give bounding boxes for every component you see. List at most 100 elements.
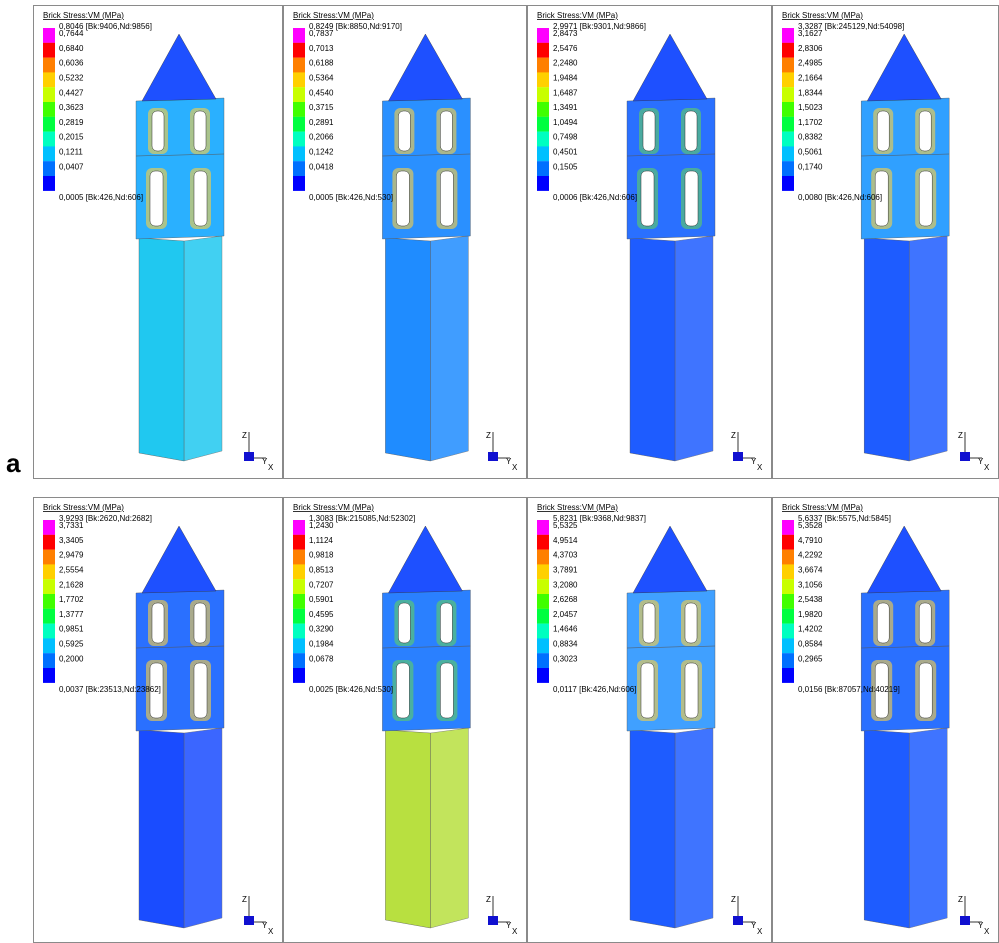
legend-level: 2,5476 xyxy=(553,44,578,53)
color-band xyxy=(43,176,55,191)
legend-level: 0,2000 xyxy=(59,654,84,663)
legend-level: 0,3715 xyxy=(309,103,334,112)
color-band xyxy=(537,624,549,639)
legend-title: Brick Stress:VM (MPa) xyxy=(782,11,863,20)
color-band xyxy=(782,117,794,132)
legend-level: 0,0418 xyxy=(309,162,334,171)
legend-title: Brick Stress:VM (MPa) xyxy=(43,503,124,512)
legend-min: 0,0025 [Bk:426,Nd:530] xyxy=(309,685,393,694)
color-band xyxy=(782,28,794,43)
legend-level: 1,1702 xyxy=(798,118,823,127)
legend-level: 0,7207 xyxy=(309,580,334,589)
legend-level: 0,2965 xyxy=(798,654,823,663)
legend-level: 0,6036 xyxy=(59,59,84,68)
color-band xyxy=(293,161,305,176)
opening xyxy=(877,111,889,151)
legend-level: 0,3290 xyxy=(309,625,334,634)
legend-level: 0,7644 xyxy=(59,29,84,38)
triad-cube xyxy=(244,916,254,925)
legend-level: 1,0494 xyxy=(553,118,578,127)
legend-level: 5,3528 xyxy=(798,521,823,530)
opening xyxy=(919,663,932,718)
opening xyxy=(641,663,654,718)
legend-level: 0,8834 xyxy=(553,640,578,649)
triad-cube xyxy=(733,452,743,461)
legend-level: 3,1627 xyxy=(798,29,823,38)
spire xyxy=(142,526,216,593)
triad-cube xyxy=(733,916,743,925)
legend-level: 1,2430 xyxy=(309,521,334,530)
color-band xyxy=(293,638,305,653)
color-band xyxy=(293,87,305,102)
legend-level: 0,2015 xyxy=(59,133,84,142)
legend-level: 0,2066 xyxy=(309,133,334,142)
legend-level: 0,9818 xyxy=(309,551,334,560)
color-band xyxy=(43,535,55,550)
color-band xyxy=(537,668,549,683)
legend-level: 0,8382 xyxy=(798,133,823,142)
opening xyxy=(643,603,655,643)
color-band xyxy=(537,579,549,594)
color-band xyxy=(293,43,305,58)
tower-shaft-front xyxy=(385,238,430,461)
legend-level: 4,2292 xyxy=(798,551,823,560)
legend-level: 4,9514 xyxy=(553,536,578,545)
opening xyxy=(685,663,698,718)
legend-level: 1,5023 xyxy=(798,103,823,112)
color-band xyxy=(782,564,794,579)
color-band xyxy=(537,564,549,579)
opening xyxy=(396,171,409,226)
legend-level: 0,8584 xyxy=(798,640,823,649)
legend-title: Brick Stress:VM (MPa) xyxy=(293,503,374,512)
legend-level: 3,3405 xyxy=(59,536,84,545)
legend-level: 0,1242 xyxy=(309,148,334,157)
legend-title: Brick Stress:VM (MPa) xyxy=(782,503,863,512)
legend-min: 0,0006 [Bk:426,Nd:606] xyxy=(553,193,637,202)
color-band xyxy=(782,535,794,550)
legend-level: 0,1505 xyxy=(553,162,578,171)
spire xyxy=(388,526,462,593)
color-band xyxy=(537,176,549,191)
legend-level: 2,8306 xyxy=(798,44,823,53)
legend-level: 0,6840 xyxy=(59,44,84,53)
legend-level: 0,4540 xyxy=(309,88,334,97)
tower-shaft-front xyxy=(139,730,184,928)
legend-level: 1,3777 xyxy=(59,610,84,619)
color-band xyxy=(43,43,55,58)
panel: ZYXBrick Stress:VM (MPa)1,3083 [Bk:21508… xyxy=(283,497,527,943)
legend-level: 2,5438 xyxy=(798,595,823,604)
color-band xyxy=(537,102,549,117)
color-band xyxy=(537,28,549,43)
legend-level: 0,7837 xyxy=(309,29,334,38)
legend-level: 0,1740 xyxy=(798,162,823,171)
color-band xyxy=(537,520,549,535)
opening xyxy=(152,603,164,643)
tower-shaft-side xyxy=(184,236,222,461)
tower-shaft-side xyxy=(430,236,468,461)
color-band xyxy=(293,520,305,535)
color-band xyxy=(782,58,794,73)
legend-level: 5,5325 xyxy=(553,521,578,530)
opening xyxy=(398,111,410,151)
axis-x-label: X xyxy=(512,927,518,936)
opening xyxy=(685,171,698,226)
legend-min: 0,0005 [Bk:426,Nd:530] xyxy=(309,193,393,202)
color-band xyxy=(43,72,55,87)
opening xyxy=(643,111,655,151)
tower-shaft-side xyxy=(430,728,468,928)
color-band xyxy=(782,102,794,117)
spire xyxy=(142,34,216,101)
legend-level: 0,4595 xyxy=(309,610,334,619)
color-band xyxy=(293,550,305,565)
color-band xyxy=(782,132,794,147)
triad-cube xyxy=(244,452,254,461)
legend-level: 3,7331 xyxy=(59,521,84,530)
tower-shaft-front xyxy=(864,238,909,461)
legend-level: 0,2891 xyxy=(309,118,334,127)
axis-z-label: Z xyxy=(242,895,247,904)
legend-title: Brick Stress:VM (MPa) xyxy=(43,11,124,20)
tower-shaft-front xyxy=(139,238,184,461)
color-band xyxy=(537,146,549,161)
color-band xyxy=(293,579,305,594)
